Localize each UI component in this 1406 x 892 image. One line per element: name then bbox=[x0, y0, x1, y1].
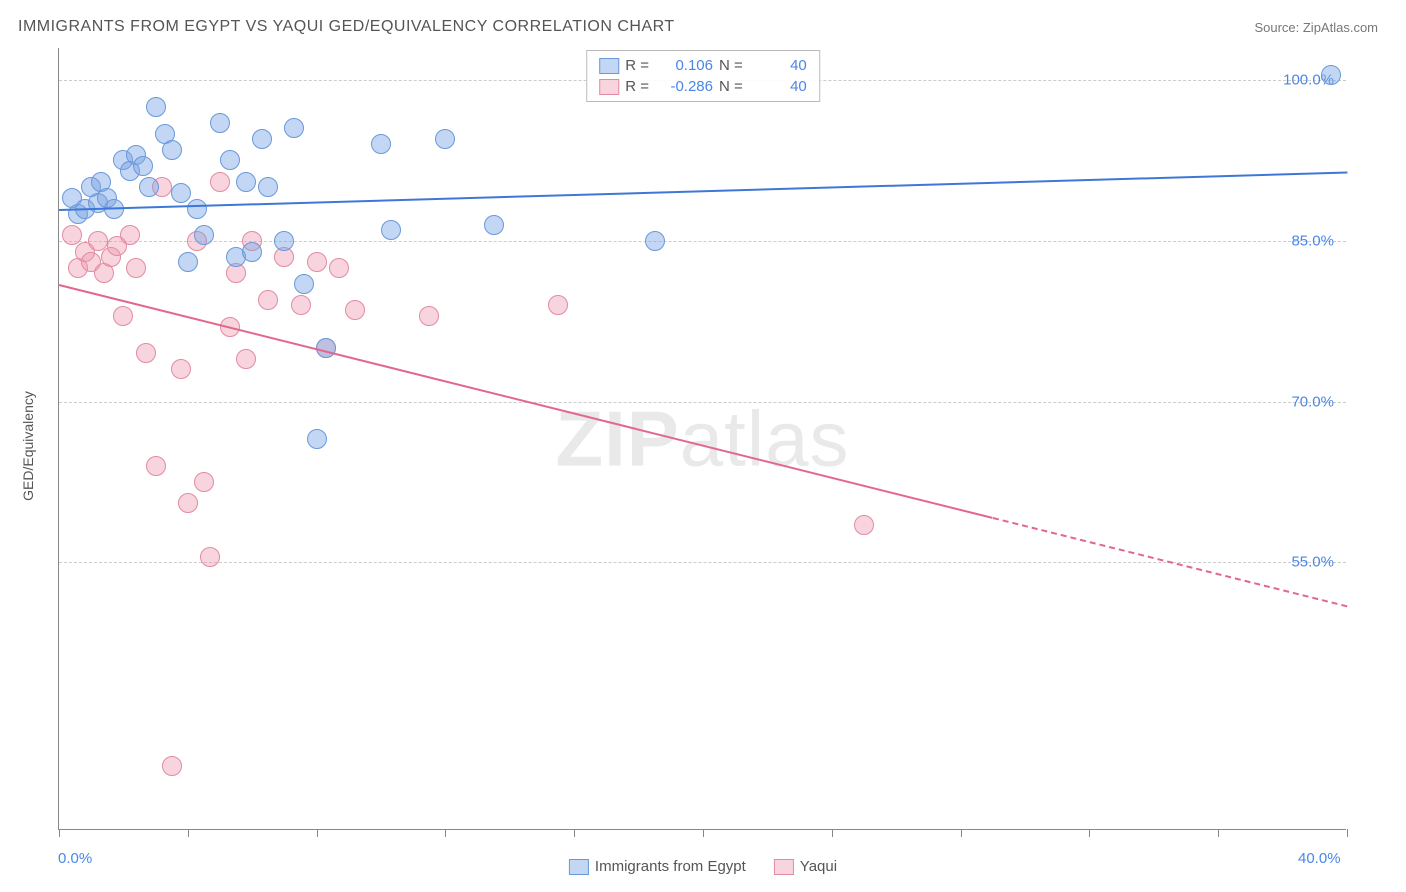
data-point-yaqui bbox=[146, 456, 166, 476]
data-point-egypt bbox=[220, 150, 240, 170]
legend-item: Immigrants from Egypt bbox=[569, 858, 746, 875]
x-tick bbox=[317, 829, 318, 837]
n-value: 40 bbox=[749, 57, 807, 74]
data-point-yaqui bbox=[210, 172, 230, 192]
gridline-horizontal bbox=[59, 402, 1346, 403]
n-value: 40 bbox=[749, 78, 807, 95]
swatch-series-b bbox=[774, 859, 794, 875]
data-point-egypt bbox=[178, 252, 198, 272]
plot-area: ZIPatlas 55.0%70.0%85.0%100.0% bbox=[58, 48, 1346, 830]
data-point-yaqui bbox=[194, 472, 214, 492]
data-point-egypt bbox=[371, 134, 391, 154]
watermark-part2: atlas bbox=[680, 394, 850, 482]
x-tick bbox=[574, 829, 575, 837]
x-tick bbox=[1218, 829, 1219, 837]
data-point-egypt bbox=[187, 199, 207, 219]
x-tick bbox=[59, 829, 60, 837]
x-tick bbox=[445, 829, 446, 837]
legend-row: R = 0.106 N = 40 bbox=[587, 55, 819, 76]
data-point-egypt bbox=[274, 231, 294, 251]
y-axis-label: GED/Equivalency bbox=[20, 391, 36, 501]
r-label: R = bbox=[625, 78, 649, 95]
data-point-yaqui bbox=[258, 290, 278, 310]
n-label: N = bbox=[719, 57, 743, 74]
x-tick bbox=[1347, 829, 1348, 837]
swatch-series-b bbox=[599, 79, 619, 95]
swatch-series-a bbox=[599, 58, 619, 74]
data-point-egypt bbox=[242, 242, 262, 262]
data-point-yaqui bbox=[307, 252, 327, 272]
data-point-egypt bbox=[1321, 65, 1341, 85]
data-point-yaqui bbox=[136, 343, 156, 363]
series-legend: Immigrants from Egypt Yaqui bbox=[569, 858, 837, 875]
data-point-egypt bbox=[484, 215, 504, 235]
data-point-yaqui bbox=[419, 306, 439, 326]
data-point-yaqui bbox=[126, 258, 146, 278]
correlation-legend: R = 0.106 N = 40 R = -0.286 N = 40 bbox=[586, 50, 820, 102]
x-tick-label: 0.0% bbox=[58, 850, 92, 867]
source-label: Source: ZipAtlas.com bbox=[1254, 20, 1378, 35]
r-value: 0.106 bbox=[655, 57, 713, 74]
x-tick bbox=[703, 829, 704, 837]
x-tick-label: 40.0% bbox=[1298, 850, 1341, 867]
data-point-egypt bbox=[645, 231, 665, 251]
x-tick bbox=[188, 829, 189, 837]
data-point-yaqui bbox=[162, 756, 182, 776]
data-point-yaqui bbox=[548, 295, 568, 315]
data-point-egypt bbox=[133, 156, 153, 176]
swatch-series-a bbox=[569, 859, 589, 875]
data-point-egypt bbox=[236, 172, 256, 192]
n-label: N = bbox=[719, 78, 743, 95]
data-point-egypt bbox=[252, 129, 272, 149]
y-tick-label: 70.0% bbox=[1291, 393, 1334, 410]
data-point-egypt bbox=[162, 140, 182, 160]
data-point-egypt bbox=[294, 274, 314, 294]
data-point-egypt bbox=[258, 177, 278, 197]
data-point-yaqui bbox=[854, 515, 874, 535]
data-point-egypt bbox=[435, 129, 455, 149]
legend-row: R = -0.286 N = 40 bbox=[587, 76, 819, 97]
data-point-egypt bbox=[381, 220, 401, 240]
data-point-egypt bbox=[194, 225, 214, 245]
legend-item: Yaqui bbox=[774, 858, 837, 875]
x-tick bbox=[1089, 829, 1090, 837]
data-point-egypt bbox=[139, 177, 159, 197]
data-point-yaqui bbox=[329, 258, 349, 278]
data-point-yaqui bbox=[236, 349, 256, 369]
data-point-yaqui bbox=[178, 493, 198, 513]
chart-container: { "title": "IMMIGRANTS FROM EGYPT VS YAQ… bbox=[0, 0, 1406, 892]
y-tick-label: 55.0% bbox=[1291, 554, 1334, 571]
data-point-yaqui bbox=[171, 359, 191, 379]
data-point-egypt bbox=[307, 429, 327, 449]
legend-label: Yaqui bbox=[800, 858, 837, 875]
data-point-yaqui bbox=[291, 295, 311, 315]
data-point-yaqui bbox=[200, 547, 220, 567]
data-point-yaqui bbox=[120, 225, 140, 245]
gridline-horizontal bbox=[59, 562, 1346, 563]
r-label: R = bbox=[625, 57, 649, 74]
data-point-egypt bbox=[284, 118, 304, 138]
y-tick-label: 85.0% bbox=[1291, 232, 1334, 249]
data-point-egypt bbox=[210, 113, 230, 133]
r-value: -0.286 bbox=[655, 78, 713, 95]
data-point-yaqui bbox=[113, 306, 133, 326]
x-tick bbox=[961, 829, 962, 837]
data-point-yaqui bbox=[345, 300, 365, 320]
data-point-egypt bbox=[146, 97, 166, 117]
x-tick bbox=[832, 829, 833, 837]
data-point-egypt bbox=[171, 183, 191, 203]
legend-label: Immigrants from Egypt bbox=[595, 858, 746, 875]
chart-title: IMMIGRANTS FROM EGYPT VS YAQUI GED/EQUIV… bbox=[18, 18, 675, 36]
watermark-part1: ZIP bbox=[555, 394, 679, 482]
